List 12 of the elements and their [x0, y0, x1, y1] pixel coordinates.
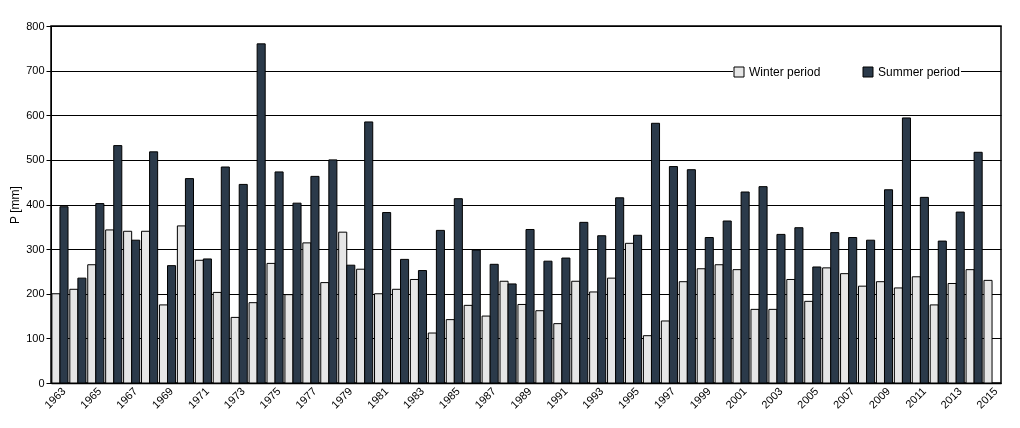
y-tick-label: 500	[26, 153, 45, 166]
y-tick-label: 300	[26, 242, 45, 255]
y-tick-label: 800	[26, 19, 45, 32]
y-tick-label: 600	[26, 108, 45, 121]
y-tick-label: 0	[38, 376, 45, 389]
y-tick-label: 100	[26, 331, 45, 344]
y-tick-label: 200	[26, 287, 45, 300]
legend-label: Summer period	[878, 65, 961, 79]
y-axis-title: P [mm]	[8, 186, 23, 224]
y-tick-label: 400	[26, 198, 45, 210]
legend-label: Winter period	[749, 65, 821, 79]
y-tick-label: 700	[26, 64, 45, 77]
